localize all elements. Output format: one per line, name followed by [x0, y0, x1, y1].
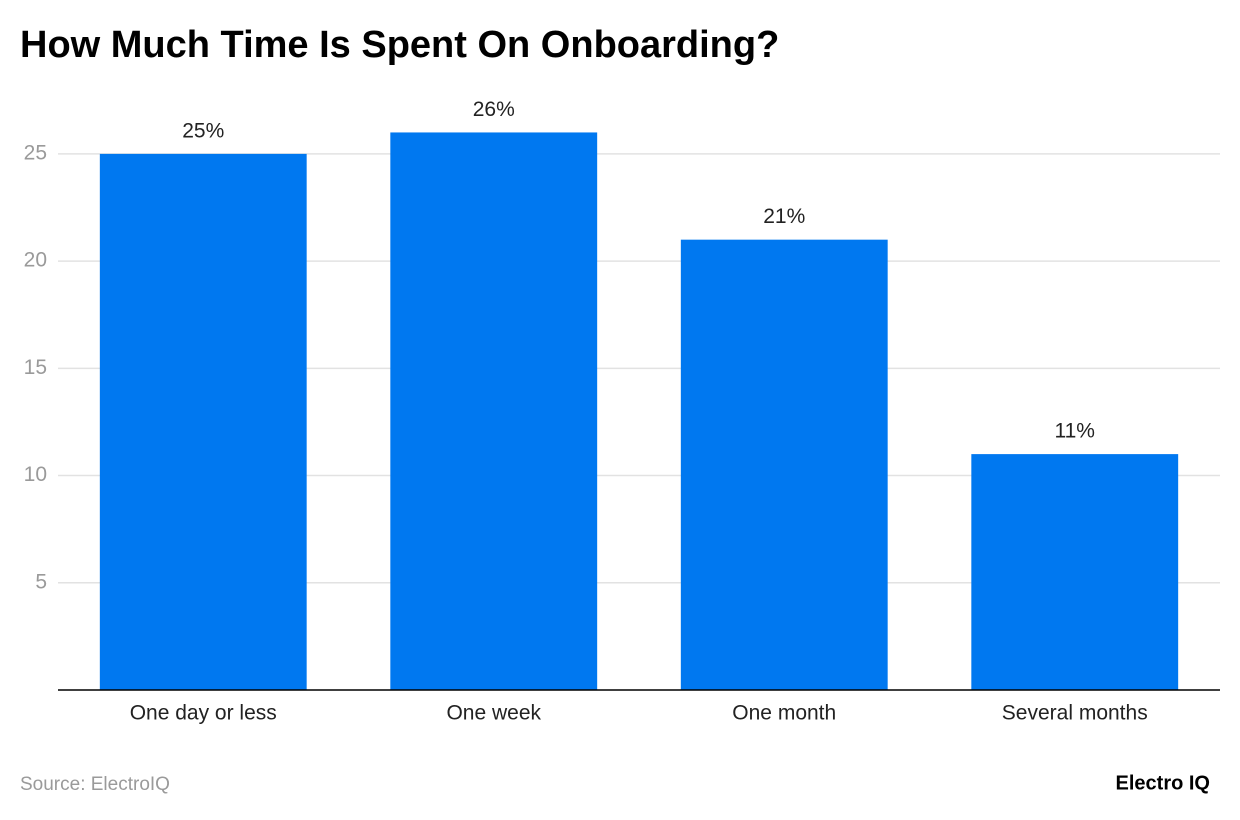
x-tick-label: One month: [732, 702, 836, 725]
bar: [971, 454, 1179, 690]
y-tick-label: 20: [24, 249, 47, 272]
chart-title: How Much Time Is Spent On Onboarding?: [20, 24, 779, 66]
x-tick-label: One week: [446, 702, 541, 725]
value-label: 21%: [763, 205, 805, 228]
brand: Electro IQ: [1116, 772, 1210, 794]
x-tick-label: Several months: [1002, 702, 1148, 725]
value-label: 25%: [182, 119, 224, 142]
bar: [390, 132, 598, 690]
source: Source: ElectroIQ: [20, 774, 170, 795]
bar: [680, 239, 888, 690]
value-label: 26%: [473, 98, 515, 121]
value-label: 11%: [1055, 420, 1095, 443]
y-tick-label: 5: [35, 570, 47, 593]
y-tick-label: 15: [24, 356, 47, 379]
y-tick-label: 10: [24, 463, 47, 486]
y-tick-label: 25: [24, 141, 47, 164]
bar: [99, 153, 307, 690]
x-tick-label: One day or less: [130, 702, 277, 725]
